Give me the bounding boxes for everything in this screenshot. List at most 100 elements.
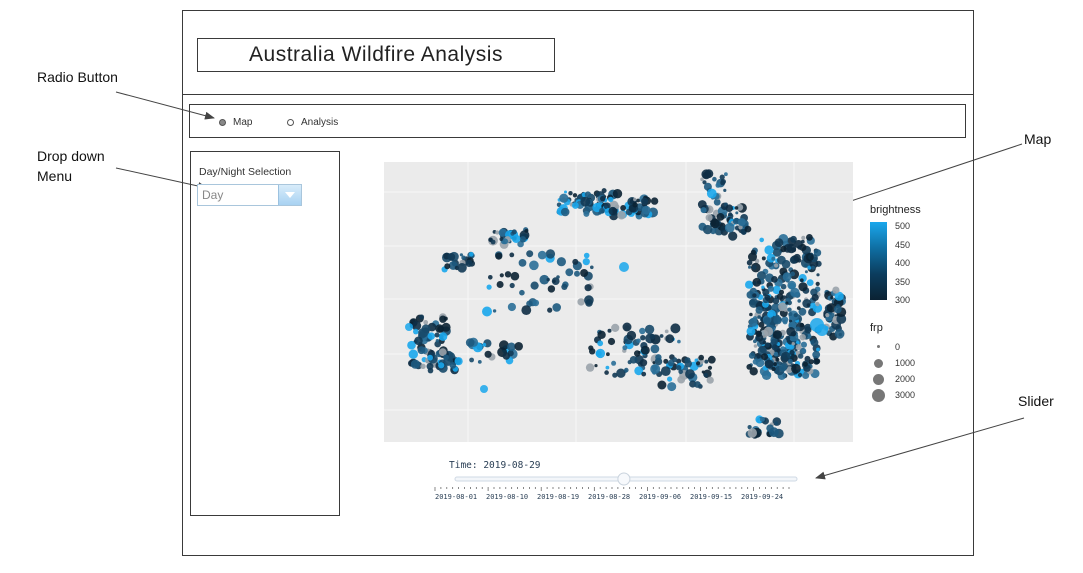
- fire-point: [559, 193, 569, 203]
- dropdown-toggle[interactable]: [278, 185, 301, 205]
- fire-point: [572, 258, 579, 265]
- fire-point: [546, 277, 550, 282]
- fire-point: [789, 344, 795, 350]
- fire-point: [640, 345, 650, 355]
- fire-point: [806, 303, 811, 307]
- fire-point: [611, 323, 620, 332]
- fire-point: [836, 314, 847, 324]
- annotation-slider: Slider: [1018, 393, 1054, 409]
- fire-point: [667, 382, 677, 392]
- fire-point: [802, 361, 808, 367]
- fire-point: [756, 354, 761, 359]
- fire-point: [814, 358, 821, 365]
- legend-brightness-title: brightness: [870, 204, 921, 216]
- slider-tick-label: 2019-08-01: [435, 493, 477, 501]
- fire-point: [465, 338, 475, 347]
- fire-point: [696, 361, 701, 366]
- frp-tick-3000: 3000: [895, 390, 916, 400]
- fire-point: [703, 224, 713, 235]
- fire-point: [771, 366, 776, 372]
- fire-point: [701, 370, 705, 374]
- fire-point: [735, 211, 739, 215]
- title-box: Australia Wildfire Analysis: [197, 38, 555, 72]
- fire-point: [644, 324, 655, 335]
- fire-point: [773, 351, 779, 357]
- fire-point: [469, 252, 474, 257]
- fire-point: [447, 253, 456, 261]
- fire-point: [772, 285, 781, 295]
- fire-point: [799, 243, 807, 252]
- annotation-dropdown-line1: Drop down: [37, 148, 105, 164]
- fire-point: [640, 335, 646, 341]
- slider-tick-label: 2019-08-19: [537, 493, 579, 501]
- fire-point: [797, 372, 803, 378]
- fire-point: [772, 248, 782, 257]
- fire-map-canvas[interactable]: [384, 162, 853, 442]
- fire-point: [724, 222, 735, 233]
- fire-point: [786, 327, 796, 337]
- fire-point: [778, 302, 788, 312]
- fire-point: [799, 322, 805, 328]
- fire-point: [606, 352, 610, 357]
- fire-point: [771, 344, 779, 351]
- fire-point: [676, 358, 682, 364]
- annotation-map: Map: [1024, 131, 1052, 147]
- fire-point: [780, 245, 787, 253]
- fire-point: [572, 193, 578, 198]
- fire-point: [748, 352, 756, 359]
- fire-point: [678, 369, 683, 375]
- fire-point: [511, 229, 517, 235]
- fire-point: [694, 381, 701, 388]
- fire-point: [486, 284, 492, 290]
- fire-point: [612, 372, 618, 378]
- fire-point: [774, 421, 779, 425]
- slider-handle[interactable]: [617, 472, 631, 486]
- fire-point: [650, 344, 660, 354]
- fire-point: [806, 279, 814, 286]
- fire-point: [763, 317, 771, 325]
- radio-analysis-indicator[interactable]: [287, 119, 294, 126]
- fire-point: [723, 188, 727, 192]
- fire-point: [761, 370, 772, 380]
- fire-point: [594, 364, 598, 368]
- fire-point: [746, 259, 753, 266]
- fire-point-bright: [816, 324, 828, 336]
- time-slider[interactable]: 2019-08-01 2019-08-10 2019-08-19 2019-08-28…: [430, 455, 810, 505]
- fire-point: [787, 358, 793, 364]
- fire-point: [438, 332, 448, 341]
- fire-point: [530, 281, 539, 290]
- fire-point: [761, 353, 769, 361]
- fire-point: [776, 293, 784, 300]
- fire-point: [734, 206, 739, 210]
- fire-point: [434, 332, 440, 338]
- fire-point: [732, 217, 740, 225]
- fire-point: [757, 346, 767, 356]
- fire-point: [444, 263, 451, 270]
- fire-point: [502, 352, 510, 360]
- fire-point: [700, 207, 707, 214]
- fire-point: [700, 177, 704, 182]
- radio-map-indicator[interactable]: [219, 119, 226, 126]
- slider-tick-label: 2019-08-10: [486, 493, 528, 501]
- annotation-dropdown-menu: Drop down Menu: [37, 146, 105, 186]
- brightness-tick-350: 350: [895, 277, 911, 287]
- fire-point: [660, 366, 671, 376]
- fire-point: [443, 316, 448, 321]
- fire-point: [833, 305, 842, 314]
- fire-map[interactable]: [384, 162, 853, 442]
- sidebar-panel: [190, 151, 340, 516]
- fire-point: [518, 259, 527, 267]
- radio-map[interactable]: Map: [219, 117, 252, 128]
- fire-point: [712, 176, 717, 182]
- fire-point: [744, 225, 752, 233]
- radio-analysis[interactable]: Analysis: [287, 117, 338, 128]
- fire-point: [651, 364, 658, 371]
- daynight-dropdown[interactable]: Day: [197, 184, 302, 206]
- fire-point: [556, 275, 560, 279]
- fire-point: [459, 253, 463, 257]
- fire-point: [509, 252, 515, 258]
- fire-point: [434, 340, 441, 348]
- fire-point: [767, 285, 774, 292]
- fire-point: [584, 191, 591, 198]
- fire-point: [507, 342, 516, 352]
